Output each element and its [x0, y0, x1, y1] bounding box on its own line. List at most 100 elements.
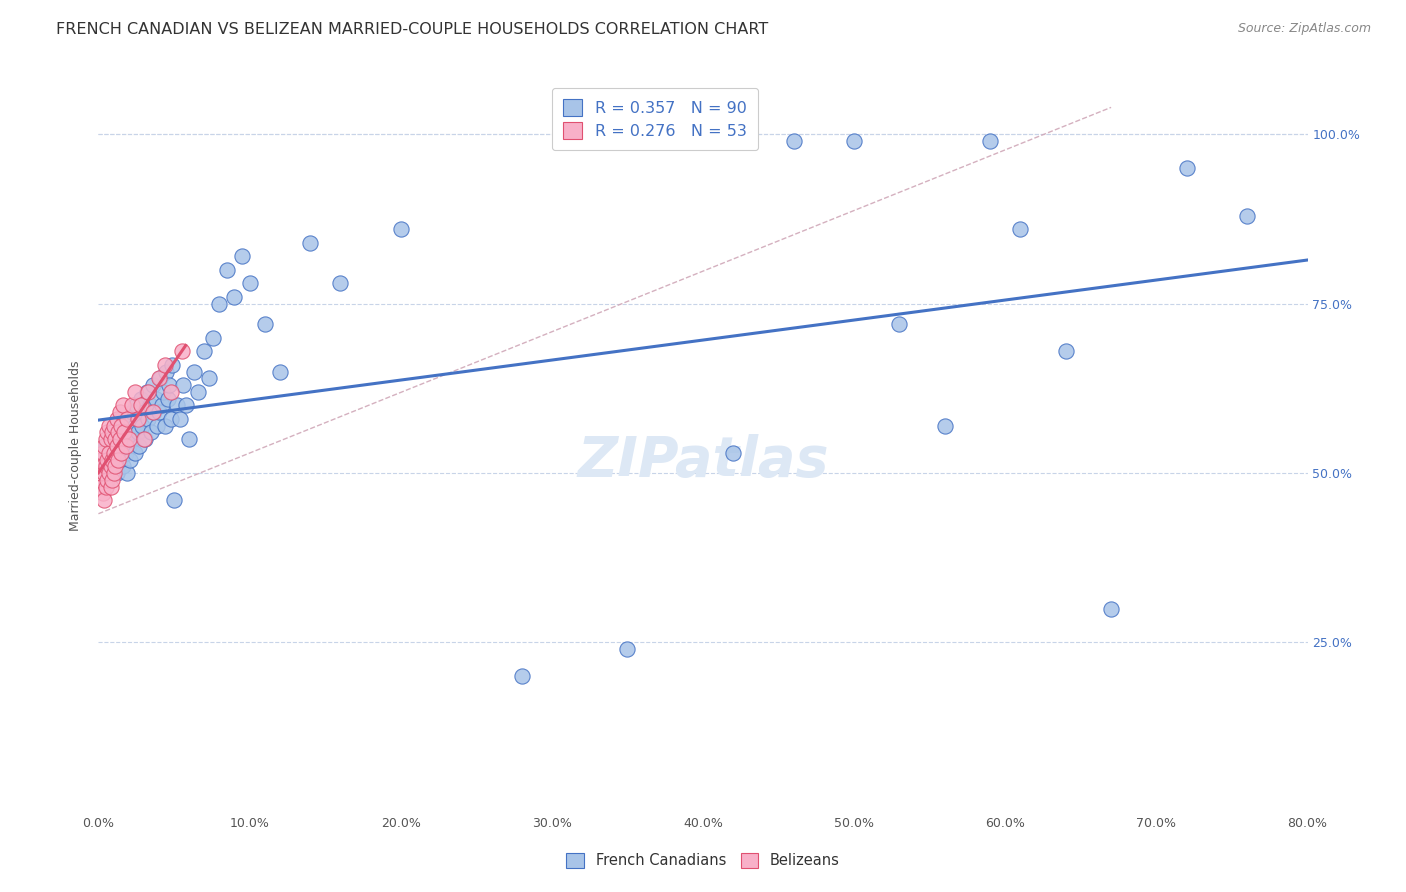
Point	[108, 452, 131, 467]
Point	[155, 364, 177, 378]
Point	[129, 398, 152, 412]
Point	[94, 432, 117, 446]
Point	[179, 432, 201, 446]
Point	[89, 466, 111, 480]
Point	[159, 378, 181, 392]
Point	[121, 398, 143, 412]
Point	[146, 418, 169, 433]
Point	[101, 473, 124, 487]
Point	[103, 466, 125, 480]
Point	[100, 480, 122, 494]
Point	[124, 384, 146, 399]
Point	[183, 364, 205, 378]
Point	[269, 364, 291, 378]
Point	[96, 452, 118, 467]
Point	[101, 452, 124, 467]
Point	[112, 425, 135, 440]
Point	[1236, 209, 1258, 223]
Point	[115, 466, 138, 480]
Point	[934, 418, 956, 433]
Point	[193, 344, 215, 359]
Point	[127, 412, 149, 426]
Point	[103, 446, 125, 460]
Point	[132, 405, 155, 419]
Point	[115, 432, 138, 446]
Point	[329, 277, 352, 291]
Legend: French Canadians, Belizeans: French Canadians, Belizeans	[560, 846, 846, 876]
Point	[231, 249, 253, 263]
Text: ZIPatlas: ZIPatlas	[578, 434, 828, 488]
Point	[105, 439, 128, 453]
Point	[98, 446, 121, 460]
Point	[389, 222, 412, 236]
Point	[124, 446, 146, 460]
Point	[114, 439, 136, 453]
Point	[128, 439, 150, 453]
Point	[135, 384, 157, 399]
Point	[90, 452, 112, 467]
Point	[616, 642, 638, 657]
Point	[108, 432, 131, 446]
Point	[174, 398, 197, 412]
Point	[208, 297, 231, 311]
Point	[98, 418, 121, 433]
Point	[94, 480, 117, 494]
Point	[156, 392, 179, 406]
Point	[1099, 601, 1122, 615]
Point	[889, 317, 911, 331]
Y-axis label: Married-couple Households: Married-couple Households	[69, 360, 83, 532]
Point	[160, 412, 183, 426]
Point	[100, 459, 122, 474]
Point	[239, 277, 262, 291]
Point	[134, 432, 156, 446]
Point	[148, 371, 170, 385]
Point	[90, 480, 112, 494]
Point	[166, 398, 188, 412]
Point	[94, 439, 117, 453]
Point	[100, 432, 122, 446]
Point	[197, 371, 219, 385]
Point	[125, 398, 148, 412]
Point	[132, 432, 155, 446]
Point	[104, 459, 127, 474]
Point	[104, 439, 127, 453]
Point	[114, 446, 136, 460]
Point	[93, 466, 115, 480]
Point	[101, 425, 124, 440]
Point	[169, 412, 191, 426]
Point	[149, 371, 172, 385]
Text: FRENCH CANADIAN VS BELIZEAN MARRIED-COUPLE HOUSEHOLDS CORRELATION CHART: FRENCH CANADIAN VS BELIZEAN MARRIED-COUP…	[56, 22, 769, 37]
Point	[96, 466, 118, 480]
Point	[142, 405, 165, 419]
Point	[1175, 161, 1198, 176]
Point	[224, 290, 246, 304]
Legend: R = 0.357   N = 90, R = 0.276   N = 53: R = 0.357 N = 90, R = 0.276 N = 53	[551, 88, 758, 150]
Point	[91, 459, 114, 474]
Point	[141, 425, 163, 440]
Point	[120, 452, 142, 467]
Point	[91, 452, 114, 467]
Point	[120, 425, 142, 440]
Point	[105, 412, 128, 426]
Point	[107, 446, 129, 460]
Point	[844, 134, 866, 148]
Point	[145, 392, 167, 406]
Point	[118, 412, 141, 426]
Point	[1054, 344, 1077, 359]
Point	[101, 459, 124, 474]
Point	[91, 486, 114, 500]
Point	[111, 398, 134, 412]
Point	[101, 425, 124, 440]
Point	[118, 439, 141, 453]
Point	[723, 446, 745, 460]
Point	[1010, 222, 1032, 236]
Point	[104, 432, 127, 446]
Point	[150, 398, 173, 412]
Point	[131, 418, 153, 433]
Point	[111, 439, 134, 453]
Point	[98, 446, 121, 460]
Point	[114, 418, 136, 433]
Point	[148, 405, 170, 419]
Point	[91, 446, 114, 460]
Point	[299, 235, 322, 250]
